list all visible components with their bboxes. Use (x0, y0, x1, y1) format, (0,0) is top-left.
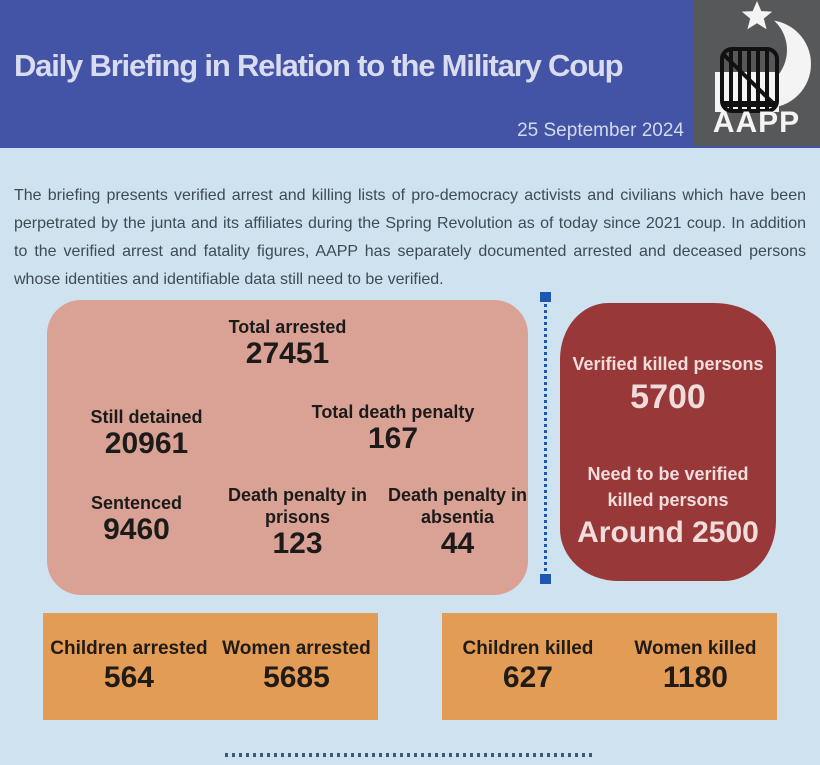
total-arrested-label: Total arrested (228, 317, 347, 337)
briefing-date: 25 September 2024 (517, 120, 684, 141)
women-arrested-label: Women arrested (222, 637, 371, 659)
death-penalty-absentia-value: 44 (440, 527, 475, 560)
dotted-divider-vertical (540, 292, 551, 584)
stat-women-arrested: Women arrested 5685 (222, 638, 371, 696)
sentenced-label: Sentenced (90, 493, 183, 513)
killed-demographics-box: Children killed 627 Women killed 1180 (442, 613, 777, 720)
children-killed-label: Children killed (462, 637, 594, 659)
logo-wordmark: AAPP (712, 106, 801, 139)
death-penalty-prisons-label: Death penalty in prisons (227, 485, 368, 527)
total-arrested-value: 27451 (245, 337, 330, 370)
stat-verified-killed: Verified killed persons 5700 (560, 351, 776, 417)
arrest-stats-box: Total arrested 27451 Still detained 2096… (47, 300, 528, 595)
arrested-demographics-box: Children arrested 564 Women arrested 568… (43, 613, 378, 720)
divider-cap-bottom (540, 574, 551, 584)
stat-death-penalty-absentia: Death penalty in absentia 44 (375, 484, 540, 560)
divider-cap-top (540, 292, 551, 302)
killed-stats-box: Verified killed persons 5700 Need to be … (560, 303, 776, 581)
children-arrested-label: Children arrested (50, 637, 208, 659)
unverified-killed-label: Need to be verified killed persons (587, 464, 749, 510)
intro-paragraph: The briefing presents verified arrest an… (14, 187, 806, 288)
stat-death-penalty-prisons: Death penalty in prisons 123 (215, 484, 380, 560)
stat-unverified-killed: Need to be verified killed persons Aroun… (560, 461, 776, 551)
women-arrested-value: 5685 (263, 660, 330, 694)
aapp-logo: AAPP (693, 0, 820, 146)
death-penalty-prisons-value: 123 (272, 527, 323, 560)
unverified-killed-value: Around 2500 (577, 516, 759, 549)
children-arrested-value: 564 (103, 660, 154, 694)
still-detained-value: 20961 (104, 427, 189, 460)
verified-killed-label: Verified killed persons (572, 354, 764, 374)
stat-women-killed: Women killed 1180 (634, 638, 756, 696)
prison-gate-icon (715, 47, 779, 113)
stat-total-death-penalty: Total death penalty 167 (293, 401, 493, 455)
sentenced-value: 9460 (103, 513, 170, 546)
women-killed-label: Women killed (634, 637, 757, 659)
verified-killed-value: 5700 (630, 378, 706, 416)
total-death-penalty-label: Total death penalty (311, 402, 475, 422)
women-killed-value: 1180 (662, 660, 728, 694)
divider-line (544, 298, 547, 578)
stat-total-arrested: Total arrested 27451 (47, 316, 528, 370)
children-killed-value: 627 (502, 660, 553, 694)
dotted-divider-horizontal (225, 753, 595, 757)
still-detained-label: Still detained (90, 407, 203, 427)
star-icon (741, 1, 773, 30)
stat-children-arrested: Children arrested 564 (50, 638, 207, 696)
stat-children-killed: Children killed 627 (462, 638, 593, 696)
total-death-penalty-value: 167 (367, 422, 419, 455)
page-title: Daily Briefing in Relation to the Milita… (14, 48, 624, 83)
stat-still-detained: Still detained 20961 (59, 406, 234, 460)
stat-sentenced: Sentenced 9460 (59, 492, 214, 546)
logo-graphic (707, 1, 811, 113)
death-penalty-absentia-label: Death penalty in absentia (387, 485, 528, 527)
header-banner: Daily Briefing in Relation to the Milita… (0, 0, 820, 148)
